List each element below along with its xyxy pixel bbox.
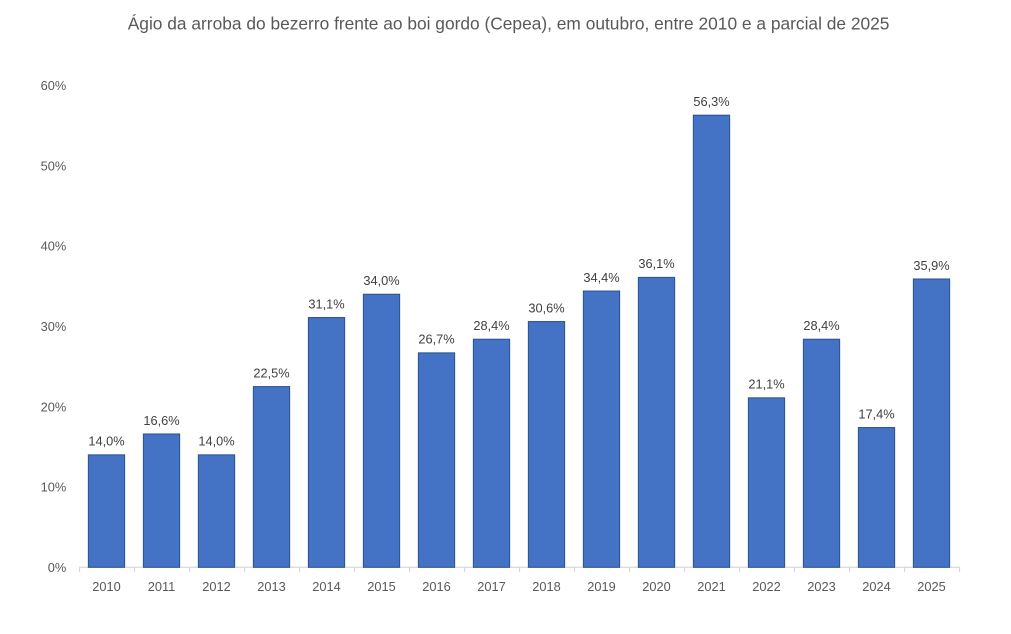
svg-text:28,4%: 28,4%	[803, 318, 839, 333]
svg-text:2017: 2017	[477, 579, 505, 594]
svg-text:2015: 2015	[367, 579, 395, 594]
svg-text:2016: 2016	[422, 579, 450, 594]
svg-text:40%: 40%	[41, 239, 67, 254]
svg-text:2013: 2013	[257, 579, 285, 594]
svg-text:2020: 2020	[642, 579, 670, 594]
svg-text:16,6%: 16,6%	[143, 413, 179, 428]
svg-text:10%: 10%	[41, 480, 67, 495]
svg-text:2021: 2021	[697, 579, 725, 594]
svg-text:2025: 2025	[917, 579, 945, 594]
svg-text:17,4%: 17,4%	[858, 406, 894, 421]
svg-text:2018: 2018	[532, 579, 560, 594]
svg-text:14,0%: 14,0%	[88, 434, 124, 449]
svg-text:2014: 2014	[312, 579, 340, 594]
svg-text:2024: 2024	[862, 579, 890, 594]
svg-text:28,4%: 28,4%	[473, 318, 509, 333]
svg-text:20%: 20%	[41, 399, 67, 414]
svg-text:34,4%: 34,4%	[583, 270, 619, 285]
svg-text:2022: 2022	[752, 579, 780, 594]
svg-text:14,0%: 14,0%	[198, 434, 234, 449]
svg-text:30%: 30%	[41, 319, 67, 334]
svg-text:60%: 60%	[41, 78, 67, 93]
svg-text:2023: 2023	[807, 579, 835, 594]
svg-text:50%: 50%	[41, 158, 67, 173]
svg-text:2011: 2011	[148, 579, 176, 594]
svg-text:2010: 2010	[92, 579, 120, 594]
svg-text:22,5%: 22,5%	[253, 365, 289, 380]
svg-text:35,9%: 35,9%	[913, 258, 949, 273]
svg-text:2012: 2012	[202, 579, 230, 594]
svg-text:31,1%: 31,1%	[308, 296, 344, 311]
svg-text:21,1%: 21,1%	[748, 377, 784, 392]
svg-text:56,3%: 56,3%	[693, 94, 729, 109]
svg-text:36,1%: 36,1%	[638, 256, 674, 271]
svg-text:26,7%: 26,7%	[418, 332, 454, 347]
svg-text:2019: 2019	[587, 579, 615, 594]
svg-text:30,6%: 30,6%	[528, 300, 564, 315]
svg-text:34,0%: 34,0%	[363, 273, 399, 288]
svg-text:0%: 0%	[48, 560, 67, 575]
svg-text:Ágio da arroba do bezerro fren: Ágio da arroba do bezerro frente ao boi …	[128, 13, 890, 33]
